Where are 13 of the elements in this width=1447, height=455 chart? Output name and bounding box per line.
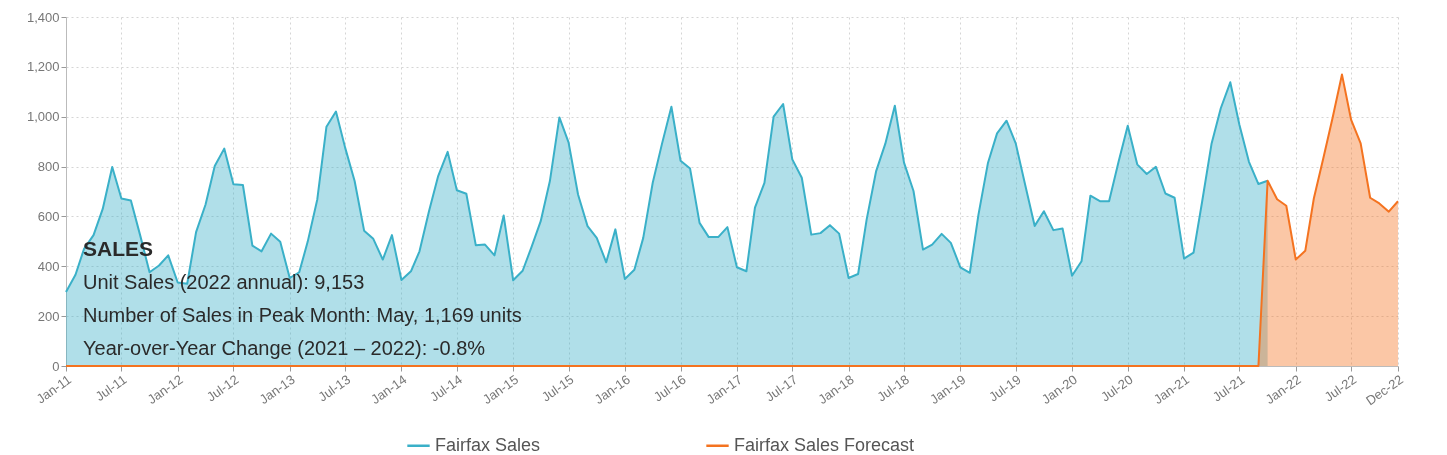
- annotation: Year-over-Year Change (2021 – 2022): -0.8%: [83, 337, 486, 359]
- y-tick-label: 200: [37, 308, 60, 324]
- legend-label: Fairfax Sales: [435, 434, 541, 455]
- y-tick-label: 0: [52, 358, 60, 374]
- y-tick-label: 1,400: [26, 9, 60, 25]
- y-tick-label: 600: [37, 208, 60, 224]
- annotation: Number of Sales in Peak Month: May, 1,169 units: [83, 304, 522, 326]
- annotation: Unit Sales (2022 annual): 9,153: [83, 271, 365, 293]
- y-tick-label: 800: [37, 159, 60, 175]
- y-tick-label: 1,000: [26, 109, 60, 125]
- y-tick-label: 400: [37, 258, 60, 274]
- legend-label: Fairfax Sales Forecast: [734, 434, 915, 455]
- y-tick-label: 1,200: [26, 59, 60, 75]
